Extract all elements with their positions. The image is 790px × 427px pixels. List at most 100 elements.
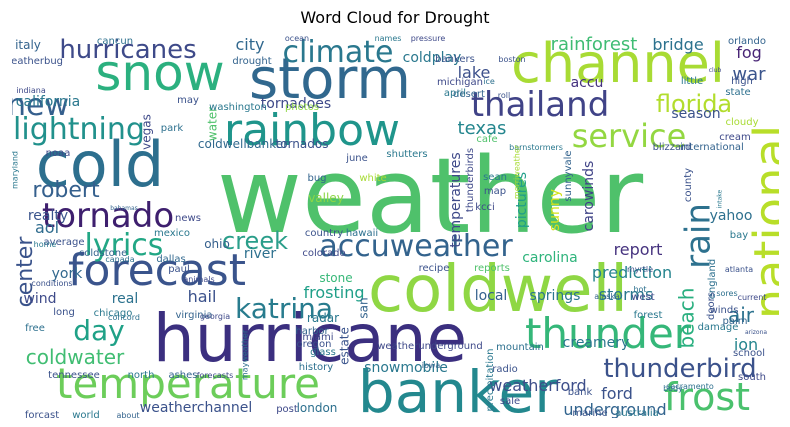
- word-australia: australia: [615, 408, 659, 418]
- word-york: york: [52, 266, 84, 282]
- word-accuweather: accuweather: [319, 229, 513, 264]
- word-harbor: harbor: [295, 326, 329, 337]
- word-long: long: [53, 307, 75, 318]
- word-valley: valley: [308, 191, 344, 205]
- word-temperatures: temperatures: [448, 152, 464, 247]
- word-fog: fog: [736, 43, 762, 62]
- word-forecasts: forecasts: [197, 371, 234, 380]
- word-london: london: [297, 401, 338, 415]
- word-precipitation: precipitation: [485, 349, 496, 412]
- word-chicago: chicago: [94, 308, 133, 319]
- word-reports: reports: [474, 263, 510, 274]
- word-arizona: arizona: [745, 329, 767, 336]
- word-weatherchannel: weatherchannel: [140, 400, 252, 416]
- word-south: south: [738, 372, 766, 383]
- word-weatherford: weatherford: [489, 376, 586, 395]
- word-ion: ion: [734, 335, 758, 354]
- word-weatherbug: weatherbug: [12, 56, 63, 67]
- word-thailand: thailand: [471, 85, 610, 125]
- word-orlando: orlando: [728, 36, 766, 47]
- word-school: school: [733, 348, 765, 359]
- word-national: national: [744, 125, 779, 320]
- word-marine: marine: [572, 408, 607, 418]
- word-glass: glass: [310, 347, 336, 358]
- word-climate: climate: [283, 35, 394, 70]
- word-cafe: cafe: [476, 134, 497, 145]
- word-lyrics: lyrics: [85, 228, 164, 263]
- word-barnstormers: barnstormers: [509, 143, 563, 152]
- word-rainbow: rainbow: [224, 105, 400, 156]
- word-animals: animals: [183, 275, 214, 284]
- word-blizzard: blizzard: [653, 142, 692, 153]
- word-wind: wind: [23, 291, 56, 307]
- word-maryland: maryland: [12, 151, 20, 189]
- word-radio: radio: [492, 364, 517, 375]
- word-florida: florida: [656, 90, 732, 118]
- word-yahoo: yahoo: [710, 208, 753, 224]
- word-vegas: vegas: [140, 114, 154, 150]
- word-channel: channel: [511, 32, 725, 95]
- word-air: air: [728, 303, 755, 327]
- word-june: june: [345, 153, 368, 164]
- word-home: home: [34, 240, 57, 249]
- word-weatherunderground: weatherunderground: [377, 341, 482, 352]
- word-sunnyvale: sunnyvale: [563, 150, 574, 201]
- word-miami: miami: [302, 332, 333, 343]
- word-cloud-canvas: weather hurricane coldwell cold banker storm c…: [12, 31, 779, 418]
- word-concord: concord: [108, 313, 140, 322]
- word-ice: ice: [483, 77, 495, 86]
- word-accu: accu: [571, 75, 604, 91]
- word-thunderbirds: thunderbirds: [465, 148, 476, 212]
- word-water: water: [206, 107, 220, 141]
- word-conditions: conditions: [31, 279, 72, 288]
- word-coldplay: coldplay: [403, 50, 462, 66]
- word-west: west: [631, 292, 655, 303]
- word-river: river: [244, 246, 277, 262]
- word-damage: damage: [698, 322, 739, 333]
- word-names: names: [375, 34, 402, 43]
- word-about: about: [116, 411, 139, 418]
- word-palm: palm: [723, 316, 748, 327]
- word-real: real: [112, 291, 139, 307]
- word-war: war: [732, 64, 766, 85]
- word-desert: desert: [453, 89, 485, 100]
- word-world: world: [72, 410, 100, 418]
- word-radar: radar: [307, 311, 339, 325]
- word-aol: aol: [35, 218, 59, 237]
- word-weather: weather: [217, 135, 643, 257]
- word-news: news: [175, 213, 201, 224]
- word-atlanta: atlanta: [725, 265, 753, 274]
- word-new: new: [12, 88, 69, 123]
- word-bahamas: bahamas: [110, 205, 138, 212]
- word-photos: photos: [285, 102, 319, 113]
- word-ohio: ohio: [204, 237, 230, 251]
- word-kcci: kcci: [475, 202, 495, 213]
- word-center: center: [13, 236, 38, 308]
- word-bridge: bridge: [652, 35, 703, 54]
- word-alaska: alaska: [594, 292, 620, 301]
- word-winds: winds: [710, 305, 739, 316]
- word-snowmobile: snowmobile: [364, 360, 448, 376]
- word-oregon: oregon: [297, 339, 332, 350]
- word-storms: storms: [599, 285, 654, 304]
- word-pressure: pressure: [411, 34, 446, 43]
- word-sale: sale: [500, 396, 520, 407]
- word-canada: canada: [105, 255, 134, 264]
- word-drought: drought: [232, 56, 271, 67]
- word-may: may: [177, 95, 199, 106]
- word-thunderbird: thunderbird: [603, 354, 756, 384]
- word-virginia: virginia: [175, 310, 212, 321]
- word-bay: bay: [730, 230, 748, 241]
- word-tornado: tornado: [42, 196, 174, 236]
- word-beach: beach: [675, 288, 699, 349]
- word-springs: springs: [530, 288, 581, 304]
- word-texas: texas: [458, 118, 507, 139]
- word-mexico: mexico: [154, 228, 190, 239]
- word-white: white: [359, 173, 386, 184]
- word-free: free: [25, 323, 45, 334]
- word-michigan: michigan: [437, 77, 483, 88]
- word-carowinds: carowinds: [581, 161, 597, 232]
- word-merriweather: merriweather: [513, 144, 522, 199]
- word-mountain: mountain: [496, 342, 544, 353]
- word-tornadoes: tornadoes: [261, 96, 331, 112]
